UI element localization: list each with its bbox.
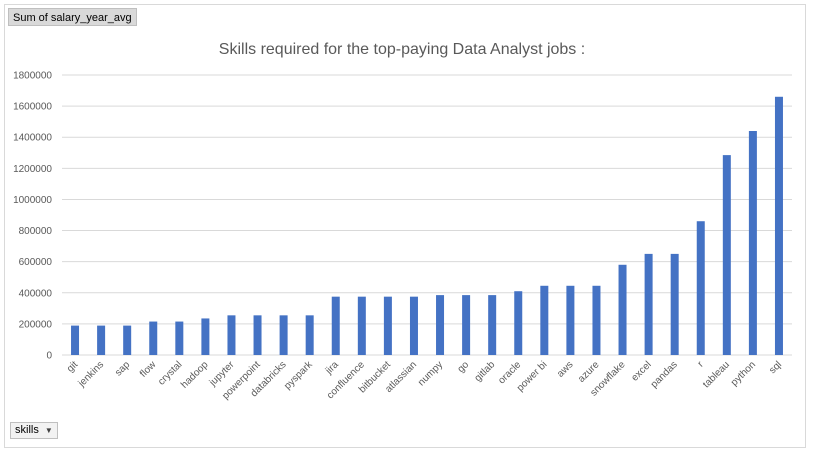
y-tick-label: 1800000	[13, 71, 52, 82]
bar-atlassian	[409, 296, 418, 355]
bar-confluence	[357, 296, 366, 355]
x-tick-label: jenkins	[76, 359, 107, 390]
bar-pyspark	[305, 315, 314, 355]
x-tick-label: hadoop	[179, 359, 211, 391]
x-tick-label: python	[729, 359, 758, 388]
bar-python	[748, 131, 757, 355]
x-tick-label: aws	[555, 359, 575, 379]
y-axis-ticks: 0 200000 400000 600000 800000 1000000 1200000 1…	[13, 71, 52, 362]
bar-databricks	[279, 315, 288, 355]
bar-azure	[592, 285, 601, 355]
bar-power-bi	[540, 285, 549, 355]
axis-field-label: skills	[15, 424, 39, 436]
triangle-down-icon: ▼	[44, 426, 53, 435]
chart-area	[4, 4, 806, 448]
x-tick-label: numpy	[416, 359, 445, 388]
x-tick-label: flow	[138, 359, 159, 380]
bars	[71, 96, 783, 356]
bar-powerpoint	[253, 315, 262, 355]
value-field-label: Sum of salary_year_avg	[13, 12, 132, 24]
y-tick-label: 1600000	[13, 102, 52, 113]
y-tick-label: 1200000	[13, 164, 52, 175]
chart-title: Skills required for the top-paying Data …	[219, 41, 585, 58]
x-tick-label: tableau	[701, 359, 732, 390]
x-tick-label: sql	[767, 359, 784, 376]
bar-jupyter	[227, 315, 236, 355]
bar-jenkins	[97, 325, 106, 355]
y-tick-label: 600000	[19, 257, 53, 268]
bar-aws	[566, 285, 575, 355]
axis-field-button[interactable]: skills ▼	[10, 422, 58, 439]
x-tick-label: jira	[323, 359, 341, 377]
y-tick-label: 200000	[19, 319, 53, 330]
y-tick-label: 1400000	[13, 133, 52, 144]
y-tick-label: 0	[46, 351, 52, 362]
bar-numpy	[436, 295, 445, 355]
y-tick-label: 800000	[19, 226, 53, 237]
bar-oracle	[514, 291, 523, 355]
bar-sap	[123, 325, 132, 355]
bar-pandas	[670, 253, 679, 355]
bar-flow	[149, 321, 158, 355]
y-tick-label: 400000	[19, 288, 53, 299]
bar-hadoop	[201, 318, 210, 355]
bar-jira	[331, 296, 340, 355]
y-tick-label: 1000000	[13, 195, 52, 206]
bar-crystal	[175, 321, 184, 355]
bar-excel	[644, 253, 653, 355]
x-tick-label: sap	[113, 359, 132, 378]
bar-sql	[774, 96, 783, 356]
value-field-button[interactable]: Sum of salary_year_avg	[8, 8, 137, 26]
x-tick-label: pandas	[649, 359, 680, 390]
bar-go	[462, 295, 471, 355]
bar-gitlab	[488, 295, 497, 355]
x-tick-label: pyspark	[282, 359, 315, 392]
x-tick-label: gitlab	[473, 359, 498, 384]
x-tick-label: go	[456, 359, 472, 375]
gridlines	[62, 74, 792, 356]
x-tick-label: git	[65, 359, 80, 374]
bar-r	[696, 221, 705, 355]
bar-tableau	[722, 155, 731, 355]
bar-snowflake	[618, 264, 627, 355]
x-tick-label: r	[696, 359, 707, 370]
bar-bitbucket	[383, 296, 392, 355]
bar-git	[71, 325, 80, 355]
